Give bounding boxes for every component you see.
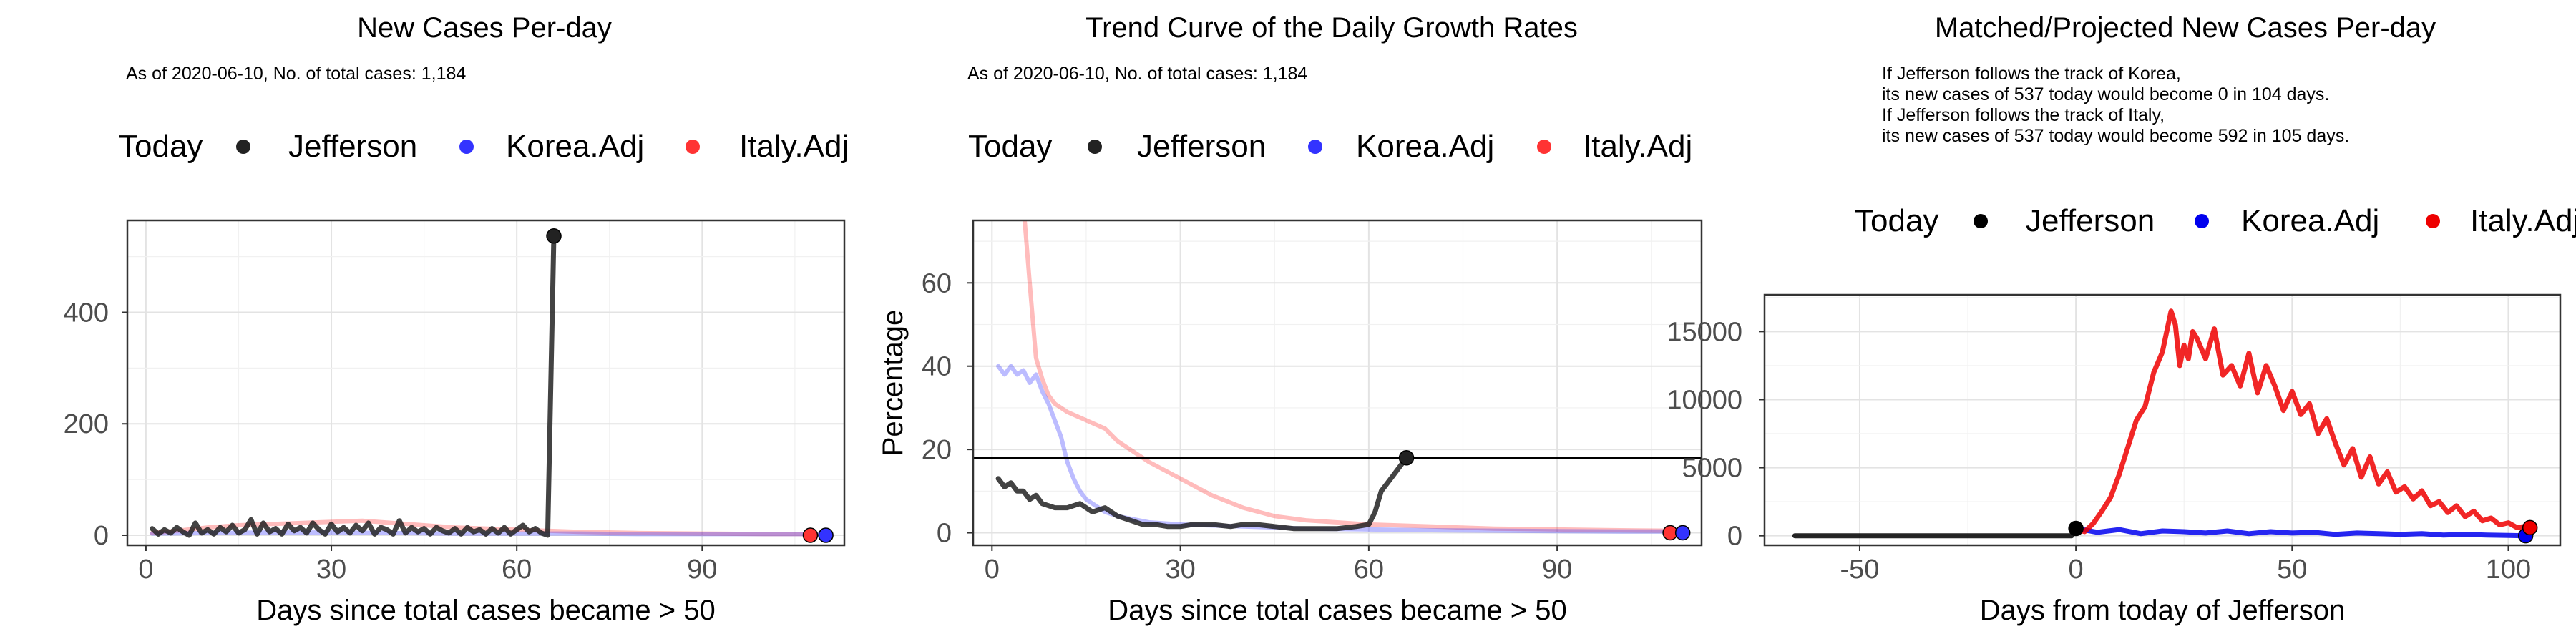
chart-panel-2: Trend Curve of the Daily Growth Rates As … xyxy=(877,12,1703,626)
legend-marker xyxy=(236,140,250,154)
legend: Today Jefferson Korea.Adj Italy.Adj xyxy=(968,129,1692,164)
plot-border xyxy=(1763,293,2562,547)
plot-border xyxy=(972,219,1703,547)
legend-label: Korea.Adj xyxy=(2241,203,2379,238)
legend-title: Today xyxy=(119,129,203,164)
gridlines xyxy=(973,220,1702,545)
series-line-italy-adj xyxy=(150,518,816,537)
legend-marker xyxy=(2195,214,2209,228)
x-axis-label: Days since total cases became > 50 xyxy=(256,595,715,626)
x-tick-label: 50 xyxy=(2277,555,2307,585)
today-point-jefferson xyxy=(2068,520,2084,537)
legend-marker xyxy=(686,140,700,154)
y-tick-label: 400 xyxy=(64,298,109,328)
today-point-italy-adj xyxy=(802,527,819,543)
legend-label: Italy.Adj xyxy=(739,129,849,164)
legend-title: Today xyxy=(1855,203,1938,238)
series-line-jefferson xyxy=(995,455,1409,532)
chart-title: Matched/Projected New Cases Per-day xyxy=(1935,12,2436,44)
y-tick-label: 10000 xyxy=(1667,385,1742,415)
x-tick-label: 90 xyxy=(1542,555,1572,585)
plot-background xyxy=(127,220,844,545)
axes: 0 30 60 90 0 20 40 60 Days since total cases bec… xyxy=(877,268,1572,626)
y-tick-label: 15000 xyxy=(1667,317,1742,347)
legend-marker xyxy=(1537,140,1551,154)
x-tick-label: 30 xyxy=(316,555,346,585)
legend-marker xyxy=(459,140,474,154)
y-tick-label: 60 xyxy=(922,268,952,298)
chart-subtitle-line: As of 2020-06-10, No. of total cases: 1,… xyxy=(967,64,1307,84)
today-point-italy-adj xyxy=(2522,519,2538,536)
legend-marker xyxy=(1974,214,1988,228)
y-tick-label: 200 xyxy=(64,409,109,439)
x-tick-label: 0 xyxy=(138,555,153,585)
chart-title: Trend Curve of the Daily Growth Rates xyxy=(1085,12,1578,44)
x-tick-label: 30 xyxy=(1165,555,1195,585)
today-point-korea-adj xyxy=(818,527,834,543)
y-tick-label: 5000 xyxy=(1682,454,1742,484)
legend-label: Jefferson xyxy=(2026,203,2155,238)
plot-border xyxy=(126,219,846,547)
chart-subtitle-line: its new cases of 537 today would become … xyxy=(1882,84,2329,104)
x-axis-label: Days from today of Jefferson xyxy=(1980,595,2346,626)
chart-panel-1: New Cases Per-day As of 2020-06-10, No. o… xyxy=(64,12,849,626)
legend-label: Jefferson xyxy=(288,129,417,164)
today-point-korea-adj xyxy=(1674,525,1691,541)
x-tick-label: 0 xyxy=(985,555,1000,585)
legend-label: Korea.Adj xyxy=(1356,129,1494,164)
y-tick-label: 20 xyxy=(922,435,952,465)
series-line-korea-adj xyxy=(2073,526,2529,539)
chart-subtitle-line: its new cases of 537 today would become … xyxy=(1882,126,2349,146)
x-tick-label: 90 xyxy=(687,555,717,585)
series-group xyxy=(150,233,829,538)
today-point-jefferson xyxy=(1398,450,1415,466)
legend-marker xyxy=(1088,140,1102,154)
chart-panel-3: Matched/Projected New Cases Per-day If Je… xyxy=(1667,12,2576,626)
series-group xyxy=(995,220,1685,534)
y-tick-label: 0 xyxy=(94,521,109,551)
today-point-jefferson xyxy=(546,228,562,244)
y-tick-label: 0 xyxy=(1727,522,1742,552)
series-line-jefferson xyxy=(1792,526,2079,539)
chart-subtitle-line: As of 2020-06-10, No. of total cases: 1,… xyxy=(126,64,466,84)
y-tick-label: 0 xyxy=(937,519,952,549)
y-axis-label: Percentage xyxy=(877,310,909,457)
x-tick-label: -50 xyxy=(1840,555,1879,585)
chart-title: New Cases Per-day xyxy=(357,12,612,44)
legend-label: Jefferson xyxy=(1137,129,1266,164)
series-line-jefferson xyxy=(150,233,557,538)
x-tick-label: 60 xyxy=(1354,555,1384,585)
legend: Today Jefferson Korea.Adj Italy.Adj xyxy=(1855,203,2576,238)
y-tick-label: 40 xyxy=(922,352,952,382)
series-group xyxy=(1792,308,2533,539)
legend-label: Italy.Adj xyxy=(1583,129,1692,164)
series-line-italy-adj xyxy=(2073,308,2533,535)
legend-marker xyxy=(2426,214,2440,228)
x-tick-label: 60 xyxy=(502,555,532,585)
chart-subtitle-line: If Jefferson follows the track of Korea, xyxy=(1882,64,2181,84)
legend-marker xyxy=(1308,140,1322,154)
legend-label: Korea.Adj xyxy=(506,129,644,164)
axes: 0 30 60 90 0 200 400 Days since total cases bec… xyxy=(64,298,718,626)
legend-title: Today xyxy=(968,129,1052,164)
legend-label: Italy.Adj xyxy=(2470,203,2576,238)
axes: -50 0 50 100 0 5000 10000 15000 Days from today … xyxy=(1667,317,2531,626)
x-axis-label: Days since total cases became > 50 xyxy=(1108,595,1566,626)
legend: Today Jefferson Korea.Adj Italy.Adj xyxy=(119,129,849,164)
x-tick-label: 100 xyxy=(2486,555,2531,585)
series-line-korea-adj xyxy=(996,364,1685,534)
series-line-italy-adj xyxy=(1023,220,1673,533)
chart-subtitle-line: If Jefferson follows the track of Italy, xyxy=(1882,105,2165,125)
x-tick-label: 0 xyxy=(2069,555,2084,585)
